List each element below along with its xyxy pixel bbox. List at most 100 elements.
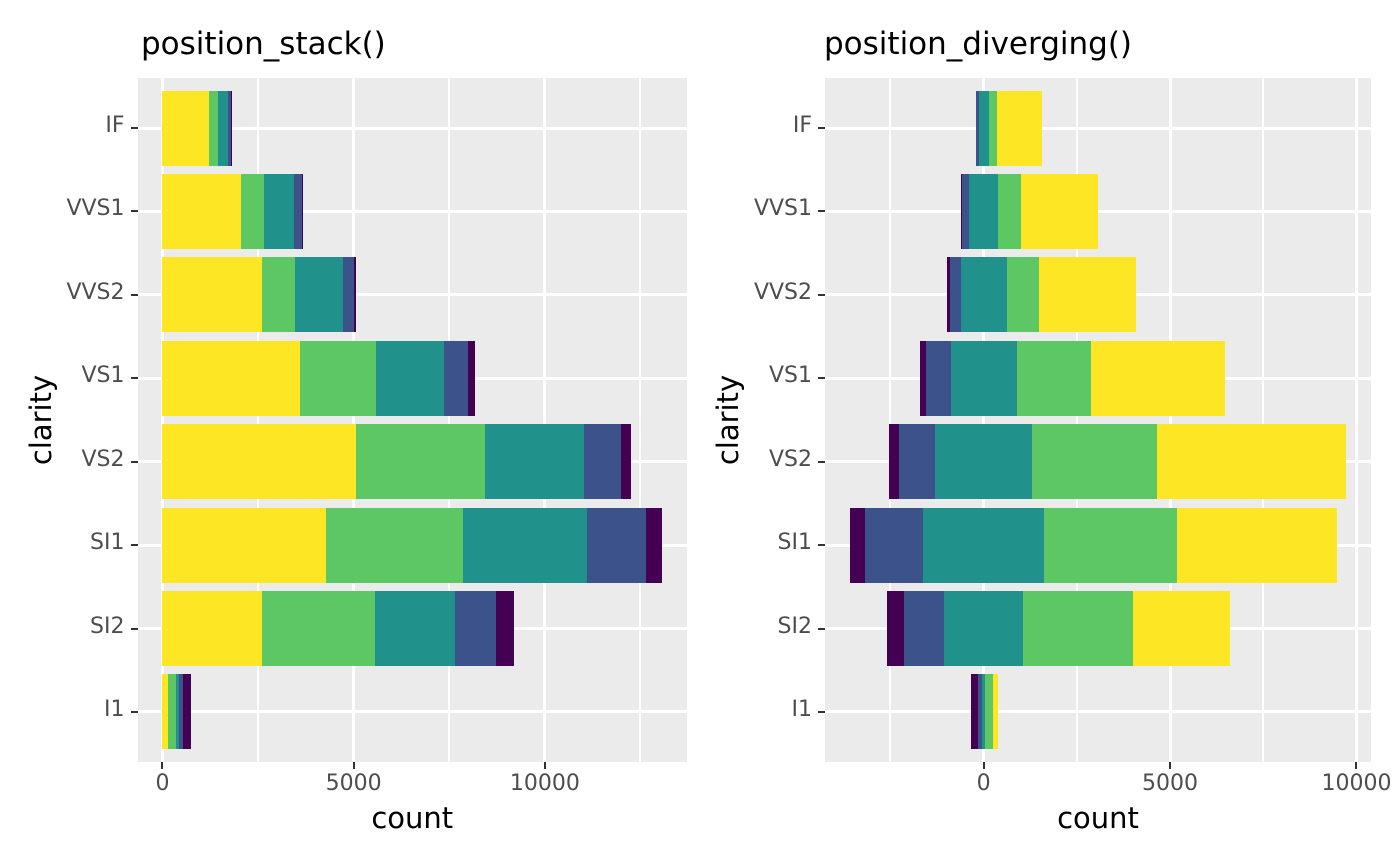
bar-segment-if-good bbox=[975, 90, 979, 166]
bar-segment-if-good bbox=[227, 90, 231, 166]
y-tick-label-vs1: VS1 bbox=[768, 363, 812, 389]
x-tick-label: 10000 bbox=[509, 771, 580, 796]
bar-segment-si2-ideal bbox=[1132, 591, 1230, 667]
bar-segment-si2-good bbox=[904, 591, 945, 667]
y-tick-mark bbox=[130, 544, 138, 547]
bar-segment-i1-ideal bbox=[992, 674, 999, 750]
plot-title: position_stack() bbox=[141, 26, 386, 62]
bar-segment-vs2-good bbox=[583, 424, 622, 500]
y-tick-label-vvs2: VVS2 bbox=[753, 279, 812, 305]
bar-segment-si1-ideal bbox=[162, 507, 327, 583]
bar-segment-vvs1-ideal bbox=[162, 173, 241, 249]
x-axis-title: count bbox=[1057, 801, 1139, 835]
bar-segment-si1-ideal bbox=[1177, 507, 1337, 583]
bar-segment-vvs2-good bbox=[949, 257, 961, 333]
y-tick-mark bbox=[130, 210, 138, 213]
y-tick-mark bbox=[818, 377, 825, 380]
x-tick-mark bbox=[1169, 762, 1172, 769]
bar-segment-vvs2-good bbox=[342, 257, 354, 333]
bar-segment-si1-premium bbox=[326, 507, 463, 583]
x-major-gridline bbox=[1354, 78, 1358, 762]
y-tick-label-si2: SI2 bbox=[777, 613, 812, 639]
y-tick-mark bbox=[130, 293, 138, 296]
y-tick-mark bbox=[818, 210, 825, 213]
bar-segment-i1-very-good bbox=[982, 674, 986, 750]
bar-segment-si2-premium bbox=[1022, 591, 1133, 667]
x-minor-gridline bbox=[1075, 78, 1078, 762]
y-tick-label-si1: SI1 bbox=[777, 530, 812, 556]
y-tick-label-si2: SI2 bbox=[90, 613, 125, 639]
bar-segment-si2-very-good bbox=[944, 591, 1023, 667]
bar-segment-if-ideal bbox=[997, 90, 1043, 166]
y-tick-label-si1: SI1 bbox=[90, 530, 125, 556]
y-major-gridline bbox=[825, 126, 1371, 130]
bar-segment-vvs1-good bbox=[961, 173, 969, 249]
bar-segment-vvs2-ideal bbox=[1039, 257, 1137, 333]
bar-segment-vs2-ideal bbox=[1157, 424, 1347, 500]
y-tick-label-vvs1: VVS1 bbox=[66, 196, 125, 222]
bar-segment-vs2-fair bbox=[621, 424, 632, 500]
y-tick-mark bbox=[130, 710, 138, 713]
bar-segment-vs2-very-good bbox=[484, 424, 584, 500]
bar-segment-vvs1-very-good bbox=[264, 173, 295, 249]
bar-segment-si1-good bbox=[586, 507, 647, 583]
bar-segment-si1-premium bbox=[1044, 507, 1178, 583]
y-major-gridline bbox=[137, 209, 687, 213]
plot-title: position_diverging() bbox=[824, 26, 1133, 62]
x-tick-label: 0 bbox=[976, 771, 991, 796]
bar-segment-if-ideal bbox=[162, 90, 209, 166]
bar-segment-si1-fair bbox=[849, 507, 866, 583]
bar-segment-vvs2-ideal bbox=[162, 257, 263, 333]
y-tick-label-vvs1: VVS1 bbox=[753, 196, 812, 222]
y-tick-label-i1: I1 bbox=[791, 696, 813, 722]
bar-segment-vs1-very-good bbox=[375, 340, 444, 416]
bar-segment-vvs2-premium bbox=[1006, 257, 1040, 333]
bar-segment-vs1-ideal bbox=[162, 340, 300, 416]
bar-segment-si2-very-good bbox=[374, 591, 455, 667]
x-tick-label: 10000 bbox=[1321, 771, 1392, 796]
bar-segment-vs1-premium bbox=[1016, 340, 1091, 416]
y-tick-label-if: IF bbox=[105, 113, 125, 139]
bar-segment-if-premium bbox=[988, 90, 998, 166]
y-tick-mark bbox=[818, 627, 825, 630]
x-tick-mark bbox=[543, 762, 546, 769]
x-tick-mark bbox=[161, 762, 164, 769]
bar-segment-i1-premium bbox=[168, 674, 176, 750]
y-tick-mark bbox=[818, 710, 825, 713]
y-tick-mark bbox=[818, 293, 825, 296]
x-major-gridline bbox=[543, 78, 547, 762]
y-major-gridline bbox=[137, 710, 687, 714]
x-tick-mark bbox=[352, 762, 355, 769]
x-minor-gridline bbox=[639, 78, 642, 762]
bar-segment-vs1-good bbox=[926, 340, 951, 416]
x-axis-title: count bbox=[371, 801, 454, 835]
bar-segment-vvs1-good bbox=[294, 173, 302, 249]
x-tick-label: 0 bbox=[155, 771, 170, 796]
bar-segment-si1-very-good bbox=[923, 507, 1044, 583]
x-major-gridline bbox=[352, 78, 356, 762]
bar-segment-vvs2-very-good bbox=[295, 257, 343, 333]
y-tick-label-vvs2: VVS2 bbox=[66, 279, 125, 305]
bar-segment-vvs2-very-good bbox=[960, 257, 1007, 333]
y-tick-label-vs1: VS1 bbox=[81, 363, 125, 389]
bar-segment-vs2-good bbox=[898, 424, 936, 500]
bar-segment-i1-fair bbox=[182, 674, 191, 750]
x-tick-label: 5000 bbox=[1142, 771, 1199, 796]
bar-segment-vs1-good bbox=[443, 340, 469, 416]
bar-segment-si2-premium bbox=[261, 591, 375, 667]
bar-segment-i1-good bbox=[179, 674, 183, 750]
bar-segment-if-premium bbox=[208, 90, 218, 166]
bar-segment-vvs2-fair bbox=[947, 257, 950, 333]
bar-segment-vs1-premium bbox=[299, 340, 376, 416]
y-tick-label-if: IF bbox=[792, 113, 812, 139]
bar-segment-vs1-fair bbox=[920, 340, 927, 416]
bar-segment-if-very-good bbox=[217, 90, 228, 166]
bar-segment-vs2-premium bbox=[356, 424, 485, 500]
bar-segment-si2-ideal bbox=[162, 591, 262, 667]
bar-segment-si2-good bbox=[454, 591, 497, 667]
x-minor-gridline bbox=[889, 78, 892, 762]
y-tick-mark bbox=[130, 627, 138, 630]
bar-segment-vs2-ideal bbox=[162, 424, 357, 500]
bar-segment-if-very-good bbox=[978, 90, 989, 166]
y-tick-mark bbox=[818, 544, 825, 547]
